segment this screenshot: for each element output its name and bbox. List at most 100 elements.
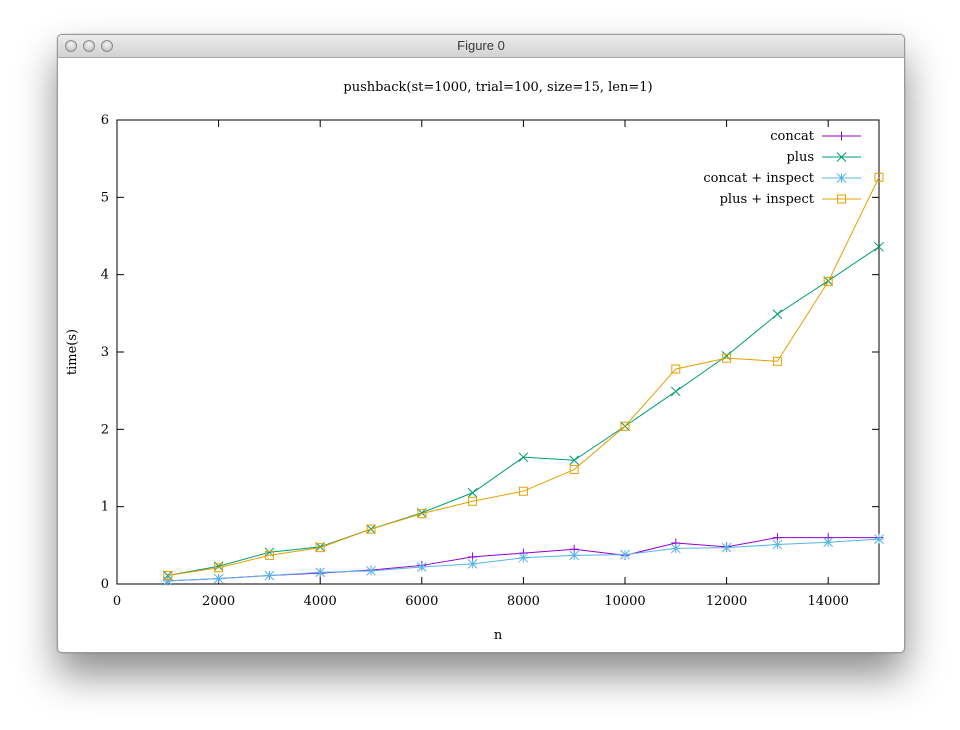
data-point-d2 [772,539,783,550]
data-point [721,542,732,553]
data-point-d2 [874,534,884,545]
x-tick-label: 10000 [604,594,645,609]
data-point [722,353,732,363]
data-point-box [569,465,579,475]
data-point-d2 [416,562,427,572]
plot-frame [116,119,880,585]
data-point [416,562,427,572]
data-point-d2 [569,550,580,561]
data-point [366,524,376,534]
legend-entry: plus + inspect [720,192,861,207]
x-tick-label: 4000 [304,594,337,609]
data-point [569,550,580,561]
close-window-icon[interactable] [65,40,77,52]
chart: pushback(st=1000, trial=100, size=15, le… [65,80,884,643]
data-point-d2 [467,487,478,498]
data-point [163,570,173,580]
y-tick-label: 3 [101,345,109,360]
y-tick-label: 1 [101,500,109,515]
data-point-box [366,524,376,534]
data-point-d2 [518,552,529,563]
minimize-window-icon[interactable] [83,40,95,52]
y-axis: 0 1 2 3 4 5 6 [101,113,879,592]
data-point [366,565,376,576]
x-tick-label: 12000 [706,594,747,609]
series-concat-inspect [162,534,884,586]
x-tick-label: 6000 [405,594,438,609]
data-point-box [163,570,173,580]
legend-entry: concat [770,129,861,144]
y-tick-label: 2 [101,422,109,437]
chart-title: pushback(st=1000, trial=100, size=15, le… [343,80,652,95]
legend-swatch-marker-box [837,194,846,204]
data-point-d2 [670,386,681,397]
zoom-window-icon[interactable] [101,40,113,52]
data-point [467,487,478,498]
data-point-box [874,172,884,182]
legend-swatch-marker [837,131,846,141]
legend-entry: concat + inspect [703,171,861,186]
data-point [874,241,884,252]
data-point [823,277,833,287]
title-bar[interactable]: Figure 0 [58,35,904,58]
y-tick-label: 0 [101,577,109,592]
legend-label: concat + inspect [703,171,814,186]
y-axis-label: time(s) [65,329,80,375]
x-tick-label: 2000 [202,594,235,609]
data-point-d2 [162,576,173,586]
legend-swatch-marker-d2 [836,152,847,162]
data-point [315,567,326,578]
data-point [620,421,630,431]
data-point [772,539,783,550]
data-point [772,309,783,319]
data-point [670,543,681,554]
data-point [213,561,224,572]
legend-swatch-marker [837,194,846,204]
data-point [264,570,275,581]
data-point [772,356,782,366]
data-point [214,563,224,573]
data-point-d2 [264,570,275,581]
data-point [417,509,427,519]
legend-swatch-marker-d2 [836,173,847,183]
data-point-d2 [670,543,681,554]
data-point-box [518,486,528,496]
data-point-box [468,496,478,506]
legend: concat plus concat + inspect plus + inspect [703,129,861,207]
data-point-box [417,509,427,519]
data-point-box [214,563,224,573]
data-point-d2 [518,452,529,463]
data-point-box [823,277,833,287]
data-point [467,559,478,569]
data-point [569,465,579,475]
x-axis-label: n [494,628,503,643]
data-point-d2 [315,567,326,578]
data-point [670,386,681,397]
data-point-box [315,543,325,553]
data-point [823,537,834,548]
data-point [213,573,224,584]
x-tick-label: 0 [113,594,121,609]
data-point-d2 [721,542,732,553]
data-point-d2 [366,565,376,576]
legend-label: plus [786,150,814,165]
legend-label: plus + inspect [720,192,815,207]
data-point-d2 [823,537,834,548]
data-point-d2 [620,549,630,560]
data-point [162,576,173,586]
series-line [167,246,880,576]
series-layer [162,172,884,586]
data-point [518,486,528,496]
series-plus-inspect [163,172,884,580]
data-point-d2 [874,241,884,252]
x-tick-label: 8000 [507,594,540,609]
data-point-d2 [213,573,224,584]
legend-label: concat [770,129,815,144]
x-axis: 0 2000 4000 6000 8000 10000 12000 14000 [113,120,849,609]
window-title: Figure 0 [457,38,505,53]
data-point [874,172,884,182]
data-point-d2 [264,547,275,558]
y-tick-label: 5 [101,190,109,205]
legend-entry: plus [786,150,861,165]
data-point-d2 [213,561,224,572]
